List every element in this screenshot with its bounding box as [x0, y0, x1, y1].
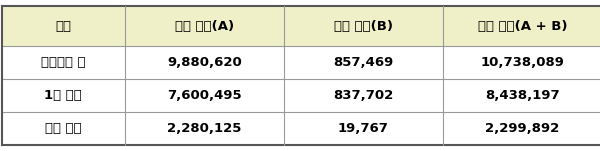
Bar — [284, 112, 443, 145]
Bar — [443, 6, 600, 46]
Bar — [2, 112, 125, 145]
Text: 접종 완료: 접종 완료 — [45, 122, 82, 135]
Text: 857,469: 857,469 — [333, 56, 394, 69]
Bar — [443, 79, 600, 112]
Text: 전일 누계(A): 전일 누계(A) — [175, 20, 234, 33]
Bar — [2, 46, 125, 79]
Text: 19,767: 19,767 — [338, 122, 389, 135]
Text: 누적 접종(A + B): 누적 접종(A + B) — [478, 20, 567, 33]
Bar — [2, 6, 125, 46]
Text: 7,600,495: 7,600,495 — [167, 89, 242, 102]
Bar — [125, 112, 284, 145]
Text: 8,438,197: 8,438,197 — [485, 89, 560, 102]
Text: 접종건수 계: 접종건수 계 — [41, 56, 86, 69]
Text: 9,880,620: 9,880,620 — [167, 56, 242, 69]
Text: 1차 접종: 1차 접종 — [44, 89, 82, 102]
Text: 837,702: 837,702 — [333, 89, 394, 102]
Bar — [125, 6, 284, 46]
Bar — [284, 6, 443, 46]
Text: 10,738,089: 10,738,089 — [481, 56, 564, 69]
Bar — [284, 79, 443, 112]
Text: 2,299,892: 2,299,892 — [485, 122, 559, 135]
Bar — [2, 79, 125, 112]
Text: 2,280,125: 2,280,125 — [167, 122, 241, 135]
Bar — [125, 79, 284, 112]
Bar — [125, 46, 284, 79]
Bar — [443, 112, 600, 145]
Bar — [443, 46, 600, 79]
Text: 구분: 구분 — [55, 20, 71, 33]
Bar — [284, 46, 443, 79]
Text: 신규 접종(B): 신규 접종(B) — [334, 20, 393, 33]
